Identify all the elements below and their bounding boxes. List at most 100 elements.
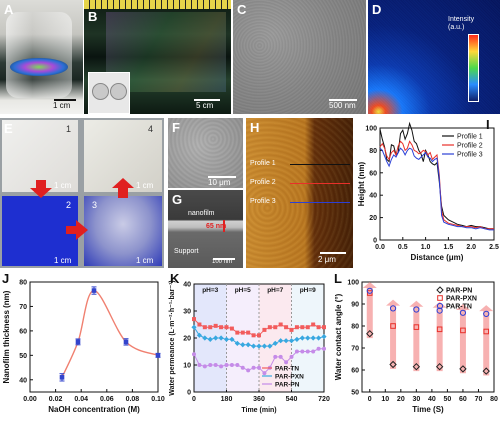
x-tick-label: 0.06 bbox=[100, 396, 114, 403]
data-point bbox=[311, 322, 316, 327]
tile-num-1: 1 bbox=[66, 124, 72, 134]
inset-coins bbox=[88, 72, 130, 114]
panel-label-g: G bbox=[172, 192, 183, 207]
x-tick-label: 0.0 bbox=[375, 244, 385, 251]
x-tick-label: 180 bbox=[221, 396, 233, 403]
x-tick-label: 0.5 bbox=[398, 244, 408, 251]
profile-line-3 bbox=[290, 202, 350, 203]
x-axis-label: Distance (μm) bbox=[411, 253, 464, 262]
data-point bbox=[251, 333, 256, 338]
data-point bbox=[412, 362, 421, 371]
arrow-down-icon bbox=[30, 180, 52, 198]
data-point bbox=[436, 326, 443, 333]
data-point bbox=[229, 326, 234, 331]
data-point bbox=[267, 325, 272, 330]
tile-num-4: 4 bbox=[148, 124, 154, 134]
data-point bbox=[310, 335, 316, 341]
x-axis-label: NaOH concentration (M) bbox=[48, 405, 140, 414]
data-point bbox=[316, 325, 321, 330]
chart-j: 0.00 0.02 0.04 0.06 0.08 0.10 40 50 60 70 80 NaOH c… bbox=[2, 271, 165, 414]
data-point bbox=[294, 325, 299, 330]
data-point bbox=[213, 323, 218, 328]
y-tick-label: 80 bbox=[19, 280, 27, 287]
data-point bbox=[197, 363, 202, 367]
data-point bbox=[288, 338, 295, 344]
y-tick-label: 20 bbox=[183, 336, 191, 343]
x-tick-label: 40 bbox=[428, 396, 436, 403]
data-point bbox=[272, 340, 278, 346]
x-tick-label: 2.0 bbox=[466, 244, 476, 251]
tile-3 bbox=[84, 196, 162, 266]
data-point bbox=[202, 364, 207, 369]
data-point bbox=[322, 325, 326, 330]
x-tick-label: 50 bbox=[444, 396, 452, 403]
y-tick-label: 20 bbox=[369, 215, 377, 222]
data-point bbox=[321, 334, 327, 340]
legend-swatch bbox=[437, 295, 443, 301]
decay-arrow bbox=[409, 300, 424, 372]
arrow-up-icon bbox=[112, 178, 134, 198]
afm-texture bbox=[246, 118, 353, 268]
panel-label-j: J bbox=[2, 271, 9, 286]
data-point bbox=[273, 354, 278, 359]
panel-label-c: C bbox=[237, 2, 247, 17]
data-point bbox=[202, 325, 207, 330]
x-tick-label: 720 bbox=[318, 396, 330, 403]
ph-annotation: pH=7 bbox=[267, 287, 283, 294]
ph-annotation: pH=3 bbox=[202, 287, 218, 294]
data-point bbox=[413, 306, 420, 313]
y-tick-label: 60 bbox=[351, 368, 359, 375]
data-point bbox=[224, 325, 229, 330]
panel-label-f: F bbox=[172, 120, 180, 135]
y-axis-label: Nanofilm thickness (nm) bbox=[2, 290, 11, 383]
x-tick-label: 2.5 bbox=[489, 244, 499, 251]
thickness-label: 65 nm bbox=[206, 223, 227, 230]
data-point bbox=[315, 335, 322, 341]
panel-b: B 5 cm bbox=[84, 0, 231, 114]
tile-num-3: 3 bbox=[92, 200, 98, 210]
panel-g: G nanofilm 65 nm Support 100 nm bbox=[168, 190, 243, 268]
panel-d: D Intensity (a.u.) bbox=[368, 0, 500, 114]
scale-bar-g bbox=[213, 258, 235, 260]
data-point bbox=[246, 368, 251, 373]
data-point bbox=[289, 354, 294, 359]
data-point bbox=[218, 335, 224, 341]
profile-line-1 bbox=[379, 121, 494, 230]
legend-label: PAR-PN bbox=[275, 382, 300, 389]
data-point bbox=[483, 328, 490, 335]
data-point bbox=[305, 325, 310, 330]
scale-text-g: 100 nm bbox=[212, 259, 233, 265]
profile-line-2 bbox=[379, 140, 494, 230]
panel-c: C 500 nm bbox=[233, 0, 366, 114]
chart-i: 0.0 0.5 1.0 1.5 2.0 2.5 0 20 40 60 80 100 Distance (… bbox=[357, 118, 499, 262]
data-point bbox=[390, 323, 396, 329]
data-point bbox=[257, 333, 261, 338]
data-point bbox=[273, 325, 278, 330]
data-point bbox=[245, 342, 251, 348]
legend-label: PAR-PXN bbox=[446, 296, 477, 303]
x-tick-label: 0.02 bbox=[49, 396, 63, 403]
plot-frame bbox=[361, 281, 495, 393]
data-point bbox=[262, 371, 267, 376]
data-point bbox=[219, 325, 224, 330]
data-point bbox=[305, 349, 310, 354]
panel-label-d: D bbox=[372, 2, 382, 17]
data-point bbox=[482, 367, 490, 375]
legend-label: Profile 3 bbox=[457, 152, 483, 159]
data-point bbox=[123, 339, 129, 345]
profile-label-2: Profile 2 bbox=[250, 179, 276, 186]
data-point bbox=[155, 353, 161, 358]
data-point bbox=[436, 307, 443, 314]
data-point bbox=[300, 349, 305, 354]
y-tick-label: 0 bbox=[187, 390, 191, 397]
data-point bbox=[284, 360, 289, 365]
panel-label-l: L bbox=[334, 271, 342, 286]
data-point bbox=[389, 305, 397, 312]
ph-annotation: pH=9 bbox=[300, 287, 316, 294]
data-point bbox=[202, 335, 208, 341]
scale-text-e4: 1 cm bbox=[136, 181, 154, 190]
legend-swatch bbox=[436, 302, 444, 310]
data-point bbox=[197, 322, 202, 327]
coin-icon bbox=[92, 83, 109, 100]
decay-arrow bbox=[386, 299, 401, 369]
